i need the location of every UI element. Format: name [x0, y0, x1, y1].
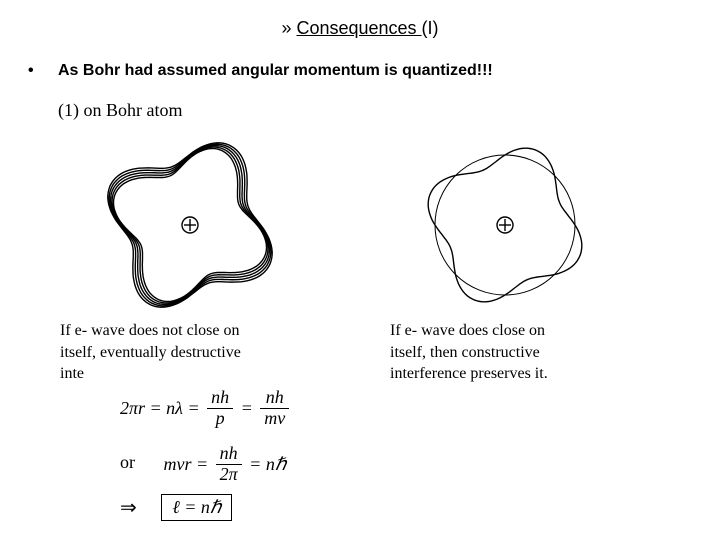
caption-left: If e- wave does not close on itself, eve…: [60, 320, 360, 385]
eq1-f2-den: mv: [260, 409, 289, 429]
page-title: » Consequences (I): [0, 18, 720, 39]
equation-3: ⇒ ℓ = nℏ: [120, 494, 232, 521]
bullet-text: As Bohr had assumed angular momentum is …: [58, 62, 493, 79]
eq1-f1-den: p: [207, 409, 233, 429]
diagram-constructive: {"cx":95,"cy":95,"R":70,"amp":11,"lobes"…: [410, 130, 600, 320]
caption-right-l1: If e- wave does close on: [390, 322, 545, 339]
eq2-frac: nh 2π: [216, 444, 242, 485]
caption-right-l3: interference preserves it.: [390, 365, 548, 382]
diagram-area: {"cx":100,"cy":95,"R":72,"amp":14,"lobes…: [0, 130, 720, 330]
eq2-f-num: nh: [216, 444, 242, 465]
eq1-eq: =: [241, 398, 253, 419]
title-underlined: Consequences: [296, 18, 421, 38]
eq1-f1-num: nh: [207, 388, 233, 409]
section-label: (1) on Bohr atom: [58, 100, 182, 121]
boxed-result: ℓ = nℏ: [161, 494, 232, 521]
eq1-f2-num: nh: [260, 388, 289, 409]
caption-left-l2: itself, eventually destructive: [60, 344, 241, 361]
equation-1: 2πr = nλ = nh p = nh mv: [120, 388, 292, 429]
diagram-destructive: {"cx":100,"cy":95,"R":72,"amp":14,"lobes…: [90, 130, 290, 320]
implies-arrow: ⇒: [120, 495, 137, 520]
eq1-frac2: nh mv: [260, 388, 289, 429]
equation-2: or mvr = nh 2π = nℏ: [120, 444, 286, 485]
caption-left-l1: If e- wave does not close on: [60, 322, 240, 339]
caption-right: If e- wave does close on itself, then co…: [390, 320, 690, 385]
bullet-line: •As Bohr had assumed angular momentum is…: [28, 62, 493, 80]
title-prefix: »: [281, 18, 296, 38]
or-label: or: [120, 452, 135, 472]
title-suffix: (I): [422, 18, 439, 38]
eq2-lhs: mvr =: [164, 454, 209, 475]
caption-left-l3: inte: [60, 365, 84, 382]
eq1-frac1: nh p: [207, 388, 233, 429]
eq2-f-den: 2π: [216, 465, 242, 485]
eq1-lhs: 2πr = nλ =: [120, 398, 200, 419]
eq2-rhs: = nℏ: [249, 454, 286, 475]
bullet-marker: •: [28, 62, 58, 80]
caption-right-l2: itself, then constructive: [390, 344, 540, 361]
